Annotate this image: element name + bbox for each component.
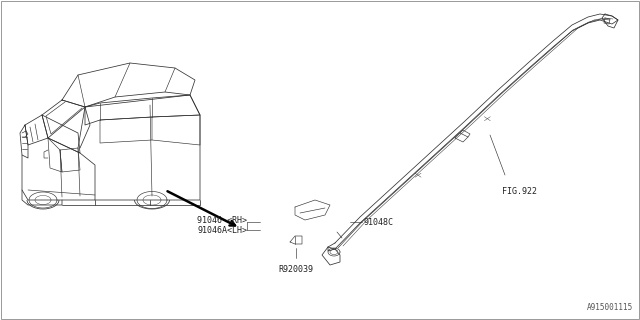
Text: A915001115: A915001115 [587, 303, 633, 312]
Text: 91046 <RH>: 91046 <RH> [197, 215, 247, 225]
Text: R920039: R920039 [278, 265, 314, 274]
Text: FIG.922: FIG.922 [502, 187, 537, 196]
Text: 91046A<LH>: 91046A<LH> [197, 226, 247, 235]
Text: 91048C: 91048C [363, 218, 393, 227]
